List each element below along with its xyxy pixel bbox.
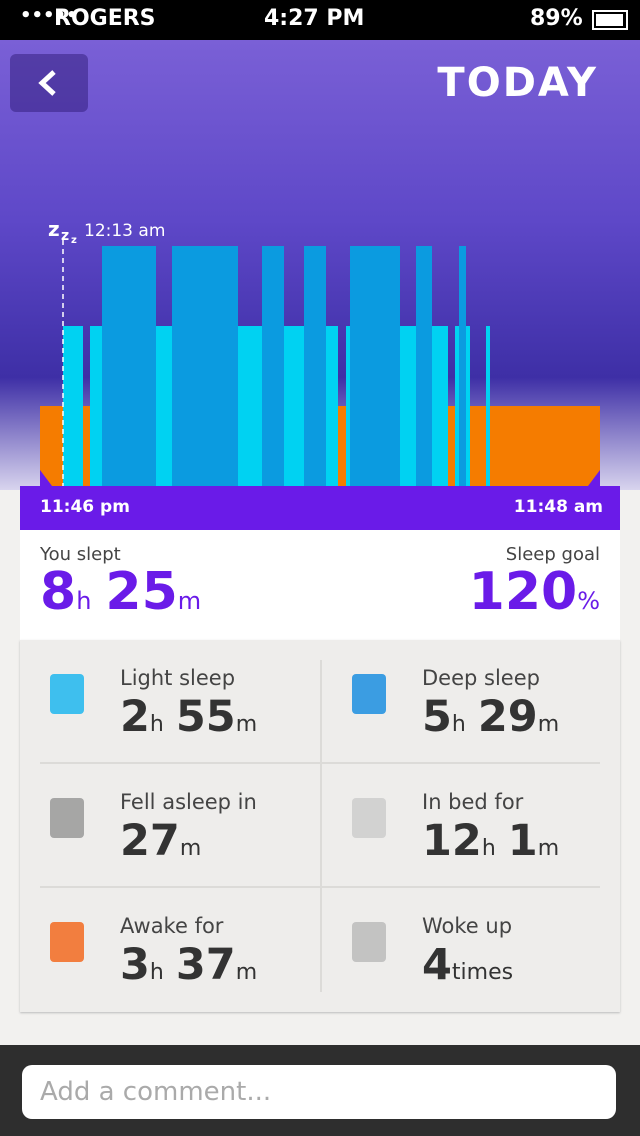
stat-icon — [352, 674, 386, 714]
stat-label: Deep sleep — [422, 666, 540, 690]
stat-cell: Woke up 4times — [322, 888, 620, 1010]
stat-icon — [50, 922, 84, 962]
value-number: 8 — [40, 562, 77, 622]
stat-value: 4times — [422, 940, 525, 990]
slept-value: 8h 25m — [40, 562, 215, 622]
value-number: 27 — [120, 816, 180, 866]
stat-value: 3h 37m — [120, 940, 269, 990]
summary: You slept 8h 25m Sleep goal 120% — [20, 530, 620, 640]
value-unit: m — [537, 836, 560, 861]
value-number: 4 — [422, 940, 452, 990]
value-unit: m — [235, 960, 258, 985]
value-unit: m — [177, 587, 202, 615]
slept-label: You slept — [40, 544, 121, 565]
stat-icon — [50, 798, 84, 838]
goal-value: 120% — [469, 562, 614, 622]
value-unit: h — [481, 836, 496, 861]
page-title: TODAY — [437, 60, 598, 106]
stat-cell: Awake for 3h 37m — [20, 888, 318, 1010]
value-unit: h — [149, 960, 164, 985]
back-icon — [38, 70, 56, 96]
sleep-marker: 12:13 am — [84, 221, 165, 241]
value-unit: m — [537, 712, 560, 737]
stat-cell: Fell asleep in 27m — [20, 764, 318, 886]
divider — [40, 886, 600, 888]
status-bar: ••••• ROGERS 4:27 PM 89% — [0, 0, 640, 40]
stat-icon — [352, 798, 386, 838]
goal-label: Sleep goal — [505, 544, 600, 565]
value-unit: m — [179, 836, 202, 861]
svg-text:z: z — [71, 235, 77, 246]
value-number: 5 — [422, 692, 452, 742]
value-number: 55 — [175, 692, 236, 742]
stats-grid: Light sleep 2h 55m Deep sleep 5h 29m Fell asle… — [20, 640, 620, 1012]
stat-value: 12h 1m — [422, 816, 571, 866]
carrier: ROGERS — [54, 6, 156, 31]
value-number: 25 — [105, 562, 178, 622]
value-unit: h — [451, 712, 466, 737]
value-number: 1 — [507, 816, 538, 866]
value-unit: % — [577, 587, 600, 615]
sleep-chart: z z z 12:13 am — [40, 217, 600, 486]
stat-value: 5h 29m — [422, 692, 571, 742]
time-bar: 11:46 pm 11:48 am — [20, 486, 620, 530]
battery-level: 89% — [530, 6, 583, 31]
stat-value: 27m — [120, 816, 213, 866]
value-number: 2 — [120, 692, 150, 742]
stat-label: Awake for — [120, 914, 224, 938]
stat-label: Fell asleep in — [120, 790, 257, 814]
divider — [40, 762, 600, 764]
stat-label: In bed for — [422, 790, 524, 814]
back-button[interactable] — [10, 54, 88, 112]
comment-input[interactable]: Add a comment... — [22, 1065, 616, 1119]
value-unit: h — [149, 712, 164, 737]
end-time: 11:48 am — [513, 497, 603, 517]
divider — [320, 660, 322, 992]
value-number: 120 — [468, 562, 578, 622]
chart-bands: z z z — [40, 217, 600, 486]
signal: ••••• — [20, 5, 78, 26]
stat-cell: Light sleep 2h 55m — [20, 640, 318, 762]
value-unit: m — [235, 712, 258, 737]
battery-icon — [592, 10, 628, 30]
stat-label: Woke up — [422, 914, 513, 938]
svg-text:z: z — [61, 228, 69, 244]
value-number: 37 — [175, 940, 236, 990]
stat-value: 2h 55m — [120, 692, 269, 742]
value-number: 12 — [422, 816, 482, 866]
value-unit: h — [76, 587, 92, 615]
start-time: 11:46 pm — [40, 497, 130, 517]
stat-cell: Deep sleep 5h 29m — [322, 640, 620, 762]
svg-text:z: z — [48, 217, 60, 241]
stat-icon — [50, 674, 84, 714]
value-number: 29 — [477, 692, 538, 742]
value-unit: times — [451, 960, 514, 985]
stat-icon — [352, 922, 386, 962]
stat-cell: In bed for 12h 1m — [322, 764, 620, 886]
stat-label: Light sleep — [120, 666, 236, 690]
value-number: 3 — [120, 940, 150, 990]
clock: 4:27 PM — [264, 6, 365, 31]
